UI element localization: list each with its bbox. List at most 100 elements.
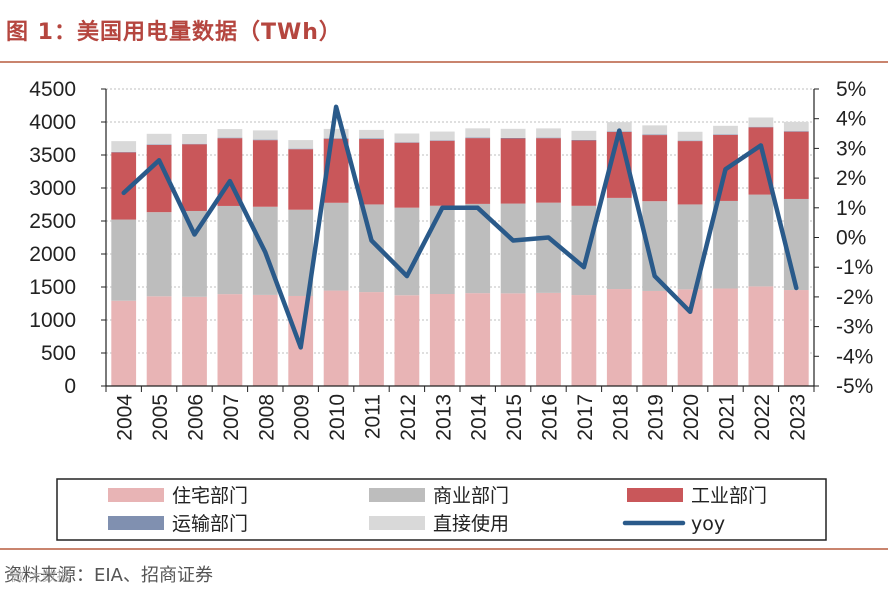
- bar-industrial: [394, 142, 420, 208]
- x-tick-label: 2017: [574, 394, 597, 441]
- bar-direct: [182, 134, 207, 144]
- x-tick-label: 2023: [786, 394, 809, 441]
- bar-residential: [606, 289, 632, 386]
- bar-commercial: [217, 205, 243, 295]
- x-tick-label: 2022: [751, 394, 774, 441]
- x-tick-label: 2010: [326, 394, 349, 441]
- x-tick-label: 2006: [185, 394, 208, 441]
- legend-swatch-direct: [369, 516, 425, 530]
- bar-residential: [217, 294, 243, 386]
- bar-direct: [642, 125, 668, 135]
- bar-commercial: [111, 219, 137, 301]
- y2-tick-label: 4%: [836, 108, 866, 131]
- y-tick-label: 0: [64, 375, 76, 398]
- bar-commercial: [465, 203, 491, 294]
- x-tick-label: 2012: [397, 394, 420, 441]
- bar-transportation: [465, 137, 491, 139]
- yoy-line: [121, 104, 799, 350]
- bar-residential: [359, 292, 384, 386]
- x-tick-label: 2018: [609, 394, 632, 441]
- bar-industrial: [500, 138, 526, 204]
- y2-tick-label: 2%: [836, 167, 866, 190]
- bar-direct: [288, 140, 314, 149]
- bar-residential: [642, 290, 668, 386]
- bar-direct: [146, 133, 172, 145]
- bottom-divider: [0, 548, 888, 550]
- legend-label-industrial: 工业部门: [691, 485, 767, 507]
- watermark: 微 大数据: [10, 569, 71, 585]
- bar-industrial: [429, 140, 455, 206]
- legend-swatch-industrial: [627, 488, 683, 502]
- bar-residential: [394, 295, 420, 386]
- bar-commercial: [783, 198, 809, 291]
- bar-transportation: [748, 126, 774, 128]
- bar-industrial: [359, 139, 384, 205]
- y-tick-label: 4000: [29, 111, 76, 134]
- bar-transportation: [359, 138, 384, 140]
- bar-direct: [500, 128, 526, 138]
- y2-tick-label: 1%: [836, 197, 866, 220]
- top-divider: [0, 61, 888, 63]
- bar-commercial: [394, 207, 420, 296]
- legend-box: [56, 478, 827, 541]
- bar-industrial: [783, 131, 809, 199]
- bar-transportation: [323, 138, 349, 139]
- x-tick-label: 2011: [362, 394, 385, 439]
- x-tick-label: 2004: [114, 394, 137, 441]
- bar-residential: [571, 295, 597, 386]
- bar-commercial: [429, 205, 455, 294]
- bar-transportation: [571, 139, 597, 141]
- bar-direct: [713, 125, 738, 135]
- x-tick-label: 2009: [291, 394, 314, 441]
- y-tick-label: 1500: [29, 276, 76, 299]
- bar-direct: [748, 117, 774, 127]
- bar-direct: [677, 131, 703, 141]
- bar-direct: [536, 128, 561, 138]
- bar-commercial: [146, 212, 172, 297]
- bar-commercial: [748, 194, 774, 287]
- bar-transportation: [217, 137, 243, 139]
- bar-industrial: [536, 138, 561, 203]
- bar-transportation: [146, 144, 172, 145]
- bar-industrial: [465, 138, 491, 204]
- x-tick-label: 2013: [432, 394, 455, 441]
- bar-transportation: [429, 140, 455, 141]
- legend-label-transportation: 运输部门: [172, 513, 248, 535]
- bar-residential: [323, 290, 349, 386]
- bar-direct: [111, 141, 137, 152]
- chart-title: 图 1：美国用电量数据（TWh）: [6, 20, 342, 45]
- bar-residential: [429, 293, 455, 386]
- bar-direct: [465, 128, 491, 138]
- legend-label-residential: 住宅部门: [172, 485, 248, 507]
- y2-tick-label: 0%: [836, 227, 866, 250]
- bar-transportation: [536, 137, 561, 139]
- bar-commercial: [323, 202, 349, 291]
- bar-residential: [713, 288, 738, 386]
- bar-residential: [465, 293, 491, 386]
- bar-direct: [323, 128, 349, 139]
- bar-direct: [571, 130, 597, 140]
- bar-commercial: [500, 203, 526, 294]
- bar-commercial: [606, 197, 632, 290]
- y-tick-label: 2000: [29, 243, 76, 266]
- bar-industrial: [288, 149, 314, 210]
- bar-residential: [252, 294, 278, 386]
- legend-swatch-transportation: [108, 516, 164, 530]
- bar-industrial: [252, 140, 278, 207]
- bar-residential: [500, 293, 526, 386]
- bar-direct: [394, 133, 420, 143]
- y-tick-label: 4500: [29, 78, 76, 101]
- bar-direct: [252, 130, 278, 140]
- x-tick-label: 2014: [468, 394, 491, 441]
- bar-transportation: [500, 137, 526, 139]
- bar-transportation: [713, 134, 738, 135]
- y-tick-label: 1000: [29, 309, 76, 332]
- legend-label-yoy: yoy: [691, 513, 725, 535]
- source-note: 资料来源：EIA、招商证券: [4, 565, 213, 586]
- bar-commercial: [536, 202, 561, 293]
- legend-label-commercial: 商业部门: [433, 485, 509, 507]
- bar-transportation: [642, 134, 668, 136]
- bar-industrial: [677, 141, 703, 205]
- bar-residential: [536, 292, 561, 386]
